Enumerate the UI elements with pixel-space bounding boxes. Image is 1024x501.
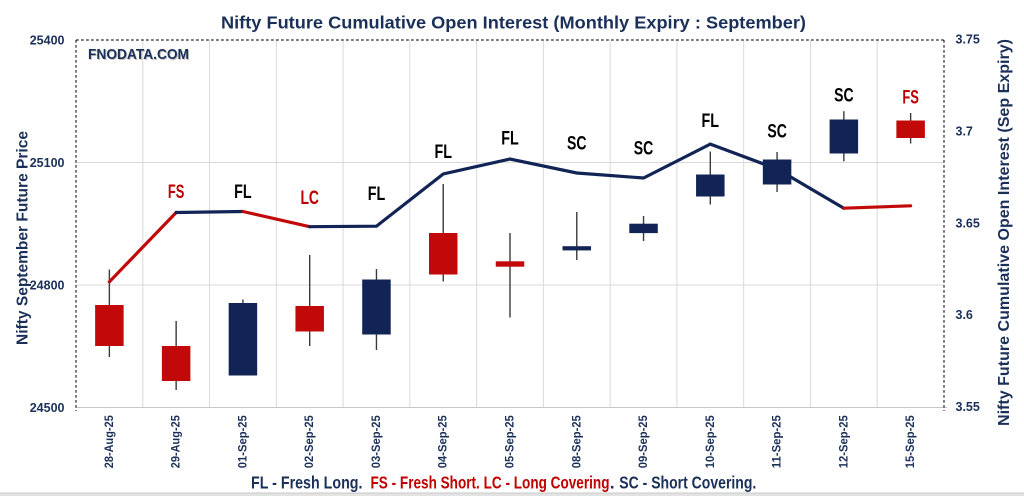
svg-text:08-Sep-25: 08-Sep-25: [569, 415, 583, 468]
svg-text:Nifty September Future Price: Nifty September Future Price: [14, 131, 31, 345]
svg-text:FS: FS: [168, 181, 185, 203]
svg-text:3.75: 3.75: [956, 33, 980, 47]
svg-text:25100: 25100: [30, 156, 65, 170]
svg-text:03-Sep-25: 03-Sep-25: [369, 415, 383, 468]
svg-text:SC: SC: [567, 133, 587, 155]
svg-text:3.7: 3.7: [956, 125, 973, 139]
svg-text:02-Sep-25: 02-Sep-25: [302, 415, 316, 468]
svg-text:29-Aug-25: 29-Aug-25: [169, 415, 183, 468]
svg-text:05-Sep-25: 05-Sep-25: [503, 415, 517, 468]
svg-text:.: .: [610, 473, 615, 493]
svg-text:01-Sep-25: 01-Sep-25: [235, 415, 249, 468]
svg-text:FL: FL: [234, 181, 252, 203]
svg-text:3.6: 3.6: [956, 308, 973, 322]
svg-text:FS - Fresh Short. LC - Long Co: FS - Fresh Short. LC - Long Covering: [371, 473, 610, 493]
svg-text:24800: 24800: [30, 279, 65, 293]
svg-text:FNODATA.COM: FNODATA.COM: [88, 46, 189, 63]
svg-text:FL: FL: [702, 110, 720, 132]
svg-text:SC: SC: [834, 85, 854, 107]
svg-text:Nifty Future Cumulative Open I: Nifty Future Cumulative Open Interest (M…: [221, 12, 806, 32]
svg-text:FL - Fresh Long.: FL - Fresh Long.: [251, 473, 363, 493]
svg-text:FL: FL: [501, 128, 519, 150]
svg-text:Nifty Future Cumulative Open I: Nifty Future Cumulative Open Interest (S…: [996, 39, 1013, 426]
svg-text:3.55: 3.55: [956, 400, 980, 414]
svg-text:LC: LC: [300, 187, 319, 209]
svg-text:25400: 25400: [30, 34, 65, 48]
svg-text:SC: SC: [634, 138, 654, 160]
svg-text:12-Sep-25: 12-Sep-25: [836, 415, 850, 468]
svg-text:FNODATA.COM: FNODATA.COM: [89, 47, 190, 64]
svg-text:11-Sep-25: 11-Sep-25: [770, 415, 784, 468]
svg-text:SC: SC: [767, 121, 787, 143]
svg-text:10-Sep-25: 10-Sep-25: [703, 415, 717, 468]
svg-text:3.65: 3.65: [956, 216, 980, 230]
svg-text:FS: FS: [902, 87, 919, 109]
svg-text:FL: FL: [434, 141, 452, 163]
svg-text:09-Sep-25: 09-Sep-25: [636, 415, 650, 468]
svg-text:FL: FL: [368, 183, 386, 205]
svg-text:24500: 24500: [30, 401, 65, 415]
svg-text:15-Sep-25: 15-Sep-25: [903, 415, 917, 468]
svg-text:SC - Short Covering.: SC - Short Covering.: [619, 473, 756, 493]
svg-text:04-Sep-25: 04-Sep-25: [436, 415, 450, 468]
svg-text:28-Aug-25: 28-Aug-25: [102, 415, 116, 468]
